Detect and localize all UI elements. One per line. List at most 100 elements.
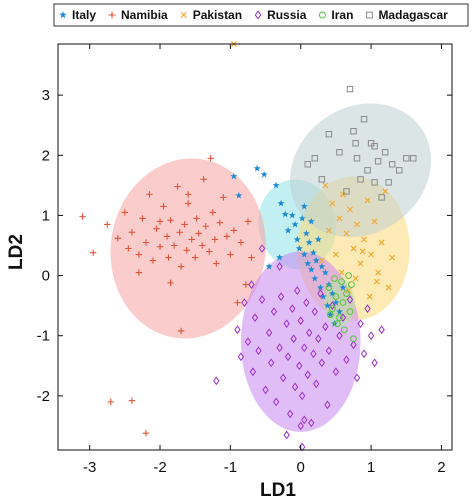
series-russia: [213, 244, 385, 452]
data-point-russia: [279, 373, 287, 383]
data-point-namibia: [227, 251, 234, 258]
data-point-pakistan: [338, 269, 345, 276]
y-tick-label: 3: [42, 87, 50, 104]
data-point-russia: [310, 349, 317, 359]
data-point-namibia: [142, 429, 150, 437]
data-point-madagascar: [371, 143, 378, 150]
data-point-pakistan: [361, 236, 368, 243]
legend: Italy Namibia Pakistan Russia Iran Madagascar: [53, 3, 469, 27]
ellipse-madagascar: [290, 103, 432, 238]
data-point-namibia: [184, 200, 192, 207]
data-point-namibia: [211, 236, 219, 243]
data-point-russia: [237, 352, 245, 362]
data-point-russia: [289, 304, 296, 314]
data-point-russia: [317, 289, 324, 298]
data-point-russia: [301, 415, 308, 425]
x-tick-label: 0: [297, 459, 305, 476]
data-point-russia: [268, 358, 275, 368]
data-point-russia: [325, 346, 333, 356]
data-point-russia: [343, 355, 350, 365]
legend-marker-russia: [254, 10, 262, 20]
data-point-madagascar: [311, 155, 319, 162]
data-point-italy: [304, 259, 312, 267]
data-point-iran: [340, 326, 348, 334]
data-point-pakistan: [343, 230, 350, 237]
data-point-russia: [346, 295, 354, 305]
data-point-italy: [309, 249, 317, 256]
data-point-madagascar: [396, 167, 403, 174]
data-point-madagascar: [385, 179, 392, 186]
data-point-madagascar: [381, 149, 389, 156]
data-point-italy: [305, 238, 313, 246]
data-point-russia: [336, 331, 343, 341]
data-point-iran: [332, 293, 340, 301]
data-point-namibia: [107, 398, 114, 406]
data-point-namibia: [191, 254, 199, 261]
data-point-italy: [284, 226, 292, 234]
legend-marker-iran: [318, 11, 326, 19]
data-point-italy: [312, 256, 320, 264]
data-point-italy: [293, 235, 301, 243]
data-point-namibia: [188, 236, 195, 243]
data-point-madagascar: [357, 176, 364, 183]
data-point-italy: [281, 210, 289, 218]
legend-item-russia: Russia: [254, 8, 307, 22]
data-point-pakistan: [318, 257, 325, 264]
plot-frame: [57, 43, 453, 451]
data-point-namibia: [206, 248, 213, 255]
data-point-italy: [326, 310, 334, 318]
data-point-russia: [318, 358, 326, 368]
data-point-namibia: [207, 155, 214, 162]
data-point-namibia: [165, 254, 172, 261]
data-point-iran: [348, 281, 355, 288]
data-point-italy: [260, 170, 268, 178]
data-point-pakistan: [366, 293, 373, 300]
x-tick-label: -1: [224, 459, 237, 476]
data-point-russia: [311, 307, 318, 317]
data-point-russia: [296, 361, 303, 371]
data-point-namibia: [170, 242, 178, 249]
data-point-madagascar: [378, 194, 385, 201]
data-point-italy: [253, 164, 261, 172]
data-point-pakistan: [375, 269, 382, 276]
data-point-madagascar: [410, 155, 417, 162]
data-point-italy: [307, 217, 315, 225]
data-point-madagascar: [350, 127, 357, 135]
data-point-russia: [291, 382, 299, 392]
data-point-pakistan: [385, 284, 392, 291]
data-point-italy: [295, 244, 303, 252]
data-point-italy: [300, 250, 308, 258]
data-point-russia: [364, 304, 371, 314]
data-point-russia: [378, 325, 385, 335]
data-point-russia: [298, 391, 306, 401]
series-pakistan: [230, 41, 396, 300]
data-point-russia: [329, 301, 336, 311]
data-point-namibia: [195, 230, 202, 237]
data-point-madagascar: [304, 161, 311, 168]
series-italy: [230, 164, 347, 327]
data-point-russia: [371, 358, 378, 368]
data-point-namibia: [183, 247, 190, 254]
data-point-russia: [258, 295, 266, 305]
data-point-russia: [262, 385, 269, 395]
y-axis-label: LD2: [6, 234, 27, 270]
data-point-pakistan: [345, 287, 352, 294]
data-point-pakistan: [378, 239, 385, 246]
data-point-namibia: [142, 239, 150, 246]
data-point-russia: [322, 322, 329, 332]
data-point-pakistan: [373, 278, 380, 285]
data-point-iran: [350, 335, 357, 343]
series-namibia: [79, 155, 255, 437]
data-point-madagascar: [360, 115, 368, 123]
data-point-italy: [235, 191, 243, 199]
legend-label-russia: Russia: [267, 8, 307, 22]
data-point-pakistan: [339, 191, 346, 198]
data-point-namibia: [248, 254, 255, 261]
legend-item-namibia: Namibia: [108, 8, 168, 22]
data-point-russia: [287, 409, 294, 419]
data-point-namibia: [177, 263, 185, 270]
data-point-iran: [329, 305, 336, 313]
y-tick-label: -1: [37, 328, 50, 345]
legend-label-italy: Italy: [72, 8, 96, 22]
legend-label-namibia: Namibia: [121, 8, 168, 22]
